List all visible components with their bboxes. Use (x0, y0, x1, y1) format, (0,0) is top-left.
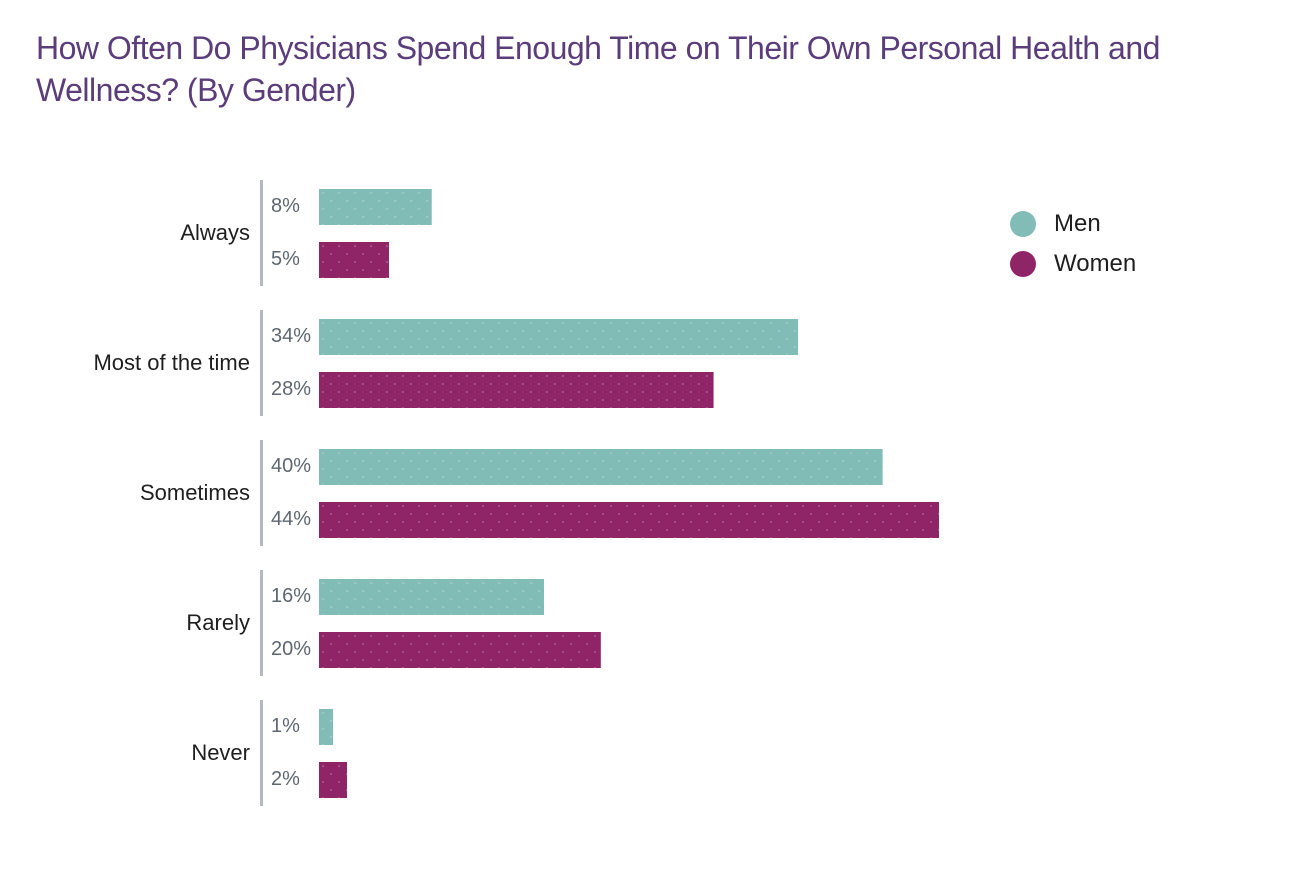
bar-row-men: 8% (263, 180, 960, 233)
value-label: 34% (263, 325, 319, 348)
category-label: Always (0, 220, 250, 246)
bar-row-women: 5% (263, 233, 960, 286)
legend-label: Women (1054, 250, 1136, 278)
bar-row-women: 2% (263, 753, 960, 806)
legend-item-men: Men (1010, 210, 1136, 238)
category-group: Most of the time 34% 28% (0, 300, 960, 426)
bar-row-men: 1% (263, 700, 960, 753)
bar-chart: Always 8% 5% Most of the time 34% 28% Sometime… (0, 170, 960, 820)
value-label: 5% (263, 248, 319, 271)
bar-row-men: 34% (263, 310, 960, 363)
legend: Men Women (1010, 210, 1136, 290)
legend-label: Men (1054, 210, 1101, 238)
category-label: Sometimes (0, 480, 250, 506)
category-group: Sometimes 40% 44% (0, 430, 960, 556)
legend-swatch (1010, 251, 1036, 277)
bar-women (319, 502, 939, 538)
category-group: Always 8% 5% (0, 170, 960, 296)
bar-row-women: 44% (263, 493, 960, 546)
category-label: Most of the time (0, 350, 250, 376)
bar-row-women: 28% (263, 363, 960, 416)
value-label: 1% (263, 715, 319, 738)
bar-men (319, 319, 798, 355)
value-label: 8% (263, 195, 319, 218)
bar-row-men: 40% (263, 440, 960, 493)
bar-men (319, 709, 333, 745)
bar-women (319, 372, 714, 408)
bar-men (319, 449, 883, 485)
value-label: 40% (263, 455, 319, 478)
bar-row-women: 20% (263, 623, 960, 676)
chart-title: How Often Do Physicians Spend Enough Tim… (36, 28, 1250, 111)
category-label: Rarely (0, 610, 250, 636)
category-label: Never (0, 740, 250, 766)
bar-men (319, 189, 432, 225)
value-label: 16% (263, 585, 319, 608)
value-label: 44% (263, 508, 319, 531)
bar-row-men: 16% (263, 570, 960, 623)
bar-women (319, 242, 389, 278)
category-group: Never 1% 2% (0, 690, 960, 816)
value-label: 2% (263, 768, 319, 791)
value-label: 20% (263, 638, 319, 661)
legend-swatch (1010, 211, 1036, 237)
category-group: Rarely 16% 20% (0, 560, 960, 686)
bar-women (319, 632, 601, 668)
bar-men (319, 579, 544, 615)
value-label: 28% (263, 378, 319, 401)
bar-women (319, 762, 347, 798)
legend-item-women: Women (1010, 250, 1136, 278)
